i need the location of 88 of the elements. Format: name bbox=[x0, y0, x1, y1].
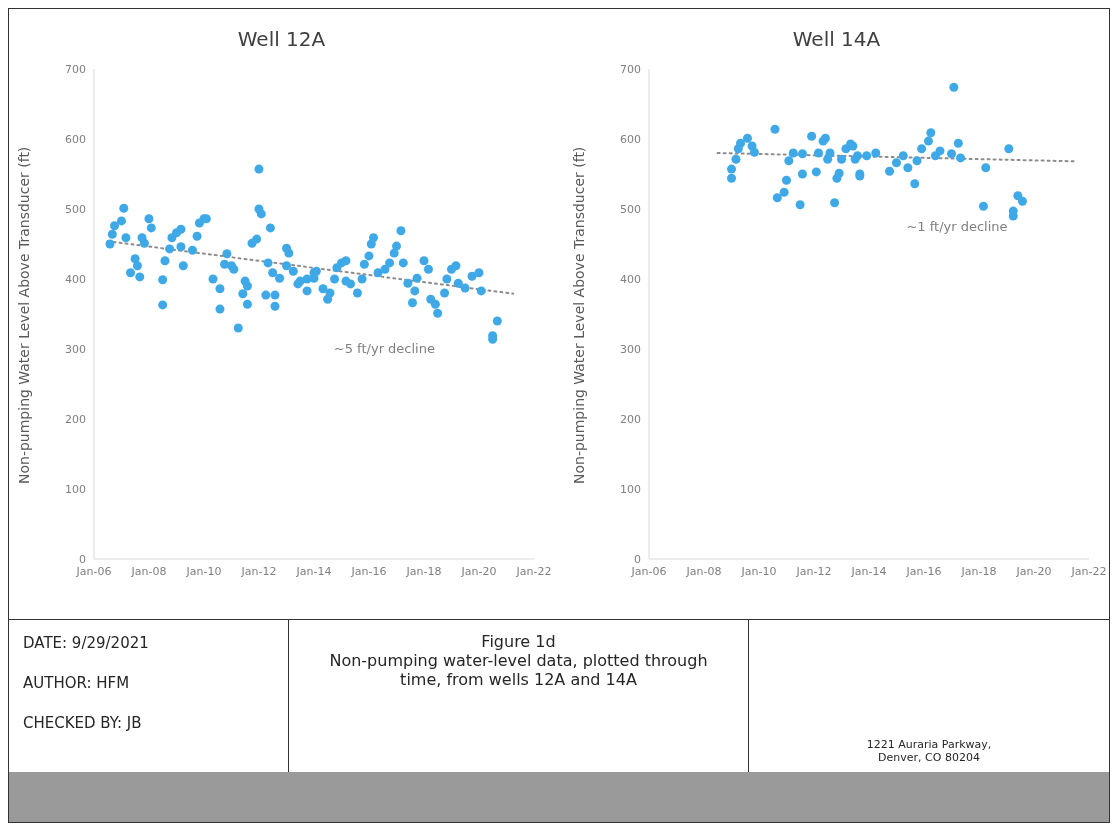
x-tick-label: Jan-22 bbox=[515, 564, 552, 578]
point bbox=[742, 133, 752, 143]
point bbox=[953, 138, 963, 148]
text: Figure 1d bbox=[480, 632, 557, 651]
x-tick-label: Jan-10 bbox=[740, 564, 777, 578]
point bbox=[910, 179, 920, 189]
point bbox=[770, 124, 780, 134]
point bbox=[949, 82, 959, 92]
point bbox=[788, 148, 798, 158]
point bbox=[795, 200, 805, 210]
point bbox=[917, 144, 927, 154]
y-tick-label: 0 bbox=[634, 552, 641, 566]
point bbox=[956, 153, 966, 163]
point bbox=[772, 193, 782, 203]
y-tick-label: 600 bbox=[65, 132, 86, 146]
point bbox=[813, 148, 823, 158]
annotation: ~5 ft/yr decline bbox=[333, 340, 435, 356]
point bbox=[891, 158, 901, 168]
point bbox=[727, 164, 737, 174]
point bbox=[923, 136, 933, 146]
y-axis-title: Non-pumping Water Level Above Transducer (ft) bbox=[15, 146, 32, 484]
point bbox=[779, 187, 789, 197]
point bbox=[903, 163, 913, 173]
x-tick-label: Jan-18 bbox=[960, 564, 997, 578]
x-tick-label: Jan-18 bbox=[405, 564, 442, 578]
y-tick-label: 600 bbox=[620, 132, 641, 146]
y-tick-label: 200 bbox=[65, 412, 86, 426]
text: AUTHOR: HFM bbox=[23, 674, 131, 692]
point bbox=[947, 149, 957, 159]
point bbox=[731, 154, 741, 164]
x-tick-label: Jan-20 bbox=[460, 564, 497, 578]
x-tick-label: Jan-14 bbox=[295, 564, 332, 578]
point bbox=[811, 167, 821, 177]
x-tick-label: Jan-20 bbox=[1015, 564, 1052, 578]
point bbox=[825, 148, 835, 158]
y-tick-label: 700 bbox=[620, 62, 641, 76]
point bbox=[797, 149, 807, 159]
y-axis-title: Non-pumping Water Level Above Transducer (ft) bbox=[570, 146, 587, 484]
y-tick-label: 400 bbox=[65, 272, 86, 286]
point bbox=[830, 198, 840, 208]
x-tick-label: Jan-14 bbox=[850, 564, 887, 578]
x-tick-label: Jan-08 bbox=[685, 564, 722, 578]
point bbox=[736, 138, 746, 148]
point bbox=[834, 168, 844, 178]
text: DATE: 9/29/2021 bbox=[23, 634, 150, 652]
x-tick-label: Jan-10 bbox=[185, 564, 222, 578]
chart-title: Well 14A bbox=[791, 26, 882, 53]
point bbox=[727, 173, 737, 183]
x-tick-label: Jan-06 bbox=[75, 564, 112, 578]
annotation: ~1 ft/yr decline bbox=[906, 218, 1008, 234]
point bbox=[781, 175, 791, 185]
point bbox=[862, 151, 872, 161]
y-tick-label: 300 bbox=[620, 342, 641, 356]
y-tick-label: 300 bbox=[65, 342, 86, 356]
point bbox=[1017, 196, 1027, 206]
point bbox=[749, 147, 759, 157]
y-tick-label: 700 bbox=[65, 62, 86, 76]
text: CHECKED BY: JB bbox=[23, 714, 143, 732]
y-tick-label: 400 bbox=[620, 272, 641, 286]
x-tick-label: Jan-12 bbox=[240, 564, 277, 578]
point bbox=[807, 131, 817, 141]
x-tick-label: Jan-16 bbox=[905, 564, 942, 578]
point bbox=[898, 151, 908, 161]
point bbox=[912, 156, 922, 166]
point bbox=[784, 156, 794, 166]
x-tick-label: Jan-12 bbox=[795, 564, 832, 578]
point bbox=[837, 154, 847, 164]
point bbox=[978, 201, 988, 211]
text: 1221 Auraria Parkway, Denver, CO 80204 bbox=[865, 738, 993, 764]
y-tick-label: 100 bbox=[620, 482, 641, 496]
point bbox=[935, 146, 945, 156]
y-tick-label: 500 bbox=[65, 202, 86, 216]
x-tick-label: Jan-08 bbox=[130, 564, 167, 578]
point bbox=[871, 148, 881, 158]
point bbox=[797, 169, 807, 179]
y-tick-label: 100 bbox=[65, 482, 86, 496]
y-tick-label: 500 bbox=[620, 202, 641, 216]
y-tick-label: 200 bbox=[620, 412, 641, 426]
x-tick-label: Jan-16 bbox=[350, 564, 387, 578]
point bbox=[885, 166, 895, 176]
text: Non-pumping water-level data, plotted through time, from wells 12A and 14A bbox=[328, 651, 709, 689]
point bbox=[1004, 144, 1014, 154]
point bbox=[981, 163, 991, 173]
x-tick-label: Jan-06 bbox=[630, 564, 667, 578]
chart-title: Well 12A bbox=[236, 26, 327, 53]
x-tick-label: Jan-22 bbox=[1070, 564, 1107, 578]
y-tick-label: 0 bbox=[79, 552, 86, 566]
point bbox=[926, 128, 936, 138]
